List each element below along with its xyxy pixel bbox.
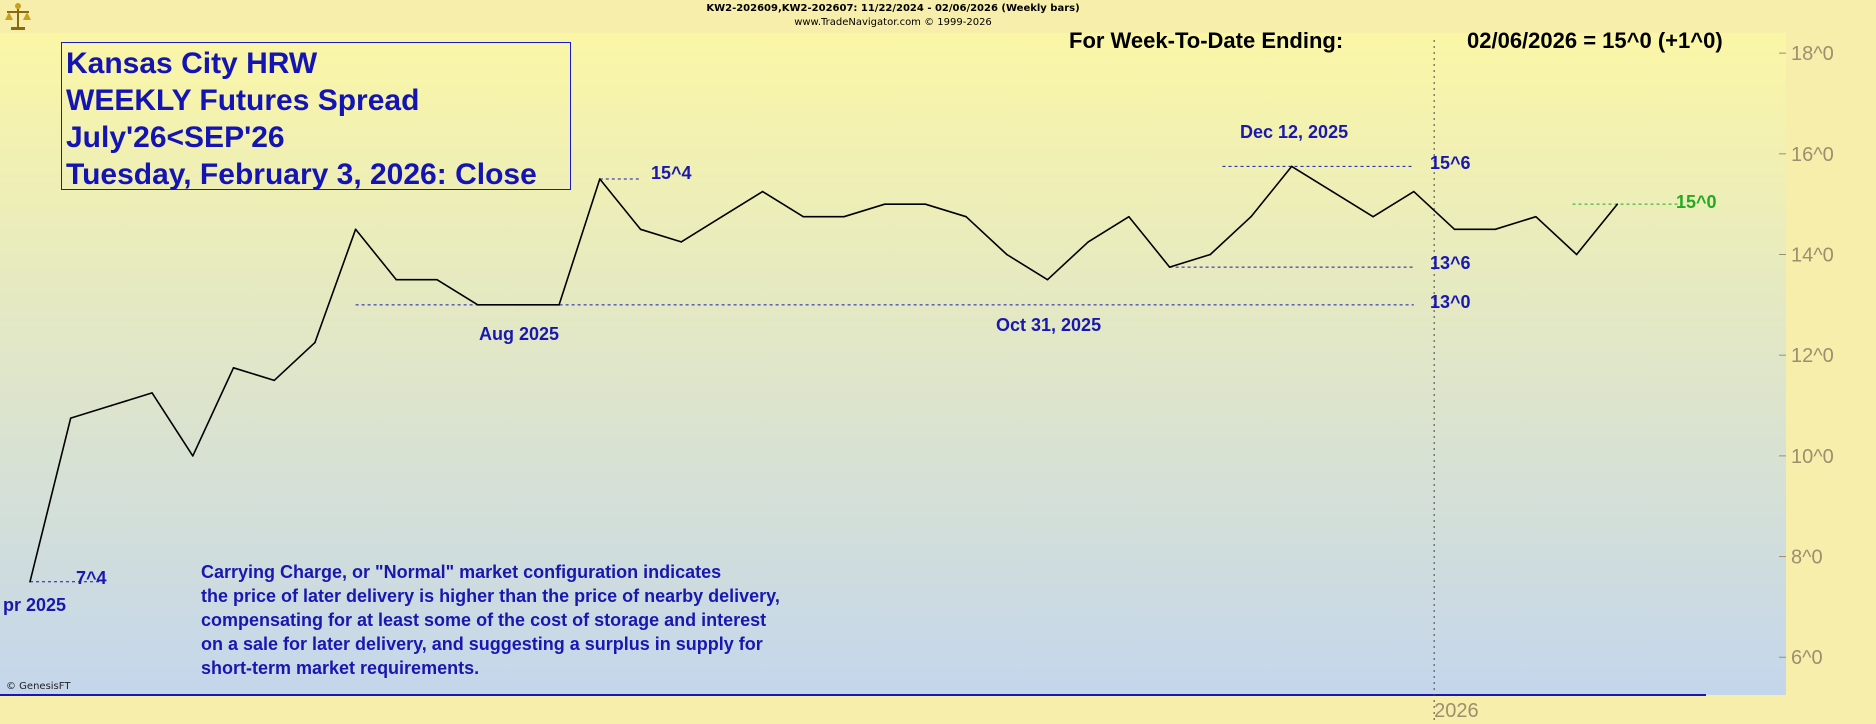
data-point	[1209, 253, 1212, 256]
data-point	[1046, 278, 1049, 281]
data-point	[1250, 215, 1252, 218]
data-point	[232, 366, 235, 369]
carrying-charge-note: Carrying Charge, or "Normal" market conf…	[201, 560, 780, 680]
data-point	[110, 404, 113, 407]
annotation-15-6: 15^6	[1430, 153, 1471, 173]
y-tick-label: 8^0	[1791, 547, 1823, 569]
data-point	[1372, 215, 1374, 218]
data-points	[29, 165, 1619, 583]
y-tick-label: 6^0	[1791, 647, 1823, 669]
title-line-contracts: July'26<SEP'26	[66, 121, 285, 154]
data-point	[1290, 165, 1293, 168]
y-tick-label: 18^0	[1791, 43, 1834, 65]
x-tick-label-2026: 2026	[1434, 700, 1479, 722]
week-to-date-value: 02/06/2026 = 15^0 (+1^0)	[1467, 28, 1723, 53]
series-line	[29, 165, 1618, 582]
data-point	[883, 203, 886, 205]
annotation-aug-2025: Aug 2025	[479, 324, 559, 344]
annotation-apr-2025: pr 2025	[3, 595, 66, 615]
annotations: pr 2025 7^4 Aug 2025 15^4 Oct 31, 2025 D…	[3, 122, 1717, 615]
header-copyright: www.TradeNavigator.com © 1999-2026	[794, 17, 992, 28]
note-line: compensating for at least some of the co…	[201, 610, 767, 630]
data-point	[29, 580, 31, 583]
data-point	[639, 228, 642, 231]
annotation-15-4: 15^4	[651, 163, 692, 183]
title-line-type: WEEKLY Futures Spread	[66, 84, 420, 117]
plot-area	[0, 33, 1786, 695]
data-point	[1168, 266, 1171, 268]
y-tick-label: 14^0	[1791, 245, 1834, 267]
week-to-date-label: For Week-To-Date Ending:	[1069, 28, 1344, 53]
data-point	[1006, 253, 1008, 256]
data-point	[151, 392, 153, 394]
data-point	[1453, 228, 1456, 231]
data-point	[721, 215, 723, 218]
data-point	[1535, 215, 1537, 218]
annotation-oct-31-2025: Oct 31, 2025	[996, 315, 1101, 335]
data-point	[1087, 241, 1089, 243]
title-line-date: Tuesday, February 3, 2026: Close	[66, 158, 537, 191]
y-tick-label: 10^0	[1791, 446, 1834, 468]
data-point	[558, 304, 560, 306]
annotation-13-6: 13^6	[1430, 253, 1471, 273]
data-point	[680, 241, 682, 243]
scale-logo-icon	[5, 3, 31, 30]
note-line: on a sale for later delivery, and sugges…	[201, 634, 763, 654]
data-point	[1575, 253, 1578, 256]
brand-label: © GenesisFT	[6, 681, 71, 692]
data-point	[69, 417, 72, 419]
data-point	[843, 215, 845, 218]
data-point	[802, 215, 805, 218]
data-point	[273, 379, 276, 382]
data-point	[314, 341, 316, 344]
note-line: the price of later delivery is higher th…	[201, 586, 780, 606]
data-point	[965, 215, 967, 218]
y-axis: 6^0 8^0 10^0 12^0 14^0 16^0 18^0	[1779, 43, 1834, 669]
data-point	[924, 203, 927, 205]
note-line: Carrying Charge, or "Normal" market conf…	[201, 562, 722, 582]
data-point	[436, 278, 438, 281]
data-point	[517, 304, 520, 306]
data-point	[1413, 190, 1415, 193]
data-point	[1331, 190, 1334, 193]
data-point	[1128, 215, 1130, 218]
title-box: Kansas City HRW WEEKLY Futures Spread Ju…	[61, 42, 571, 191]
y-tick-label: 16^0	[1791, 144, 1834, 166]
annotation-dec-12-2025: Dec 12, 2025	[1240, 122, 1348, 142]
data-point	[1616, 203, 1619, 205]
y-tick-label: 12^0	[1791, 345, 1834, 367]
annotation-7-4: 7^4	[76, 568, 107, 588]
data-point	[1494, 228, 1496, 231]
note-line: short-term market requirements.	[201, 658, 480, 678]
data-point	[761, 190, 764, 193]
data-point	[395, 278, 398, 281]
header-series-info: KW2-202609,KW2-202607: 11/22/2024 - 02/0…	[706, 3, 1080, 14]
title-line-market: Kansas City HRW	[66, 47, 318, 80]
data-point	[476, 304, 479, 306]
data-point	[599, 178, 601, 180]
data-point	[192, 455, 194, 457]
data-point	[354, 228, 357, 231]
annotation-13-0: 13^0	[1430, 292, 1471, 312]
annotation-last-15-0: 15^0	[1676, 192, 1717, 212]
